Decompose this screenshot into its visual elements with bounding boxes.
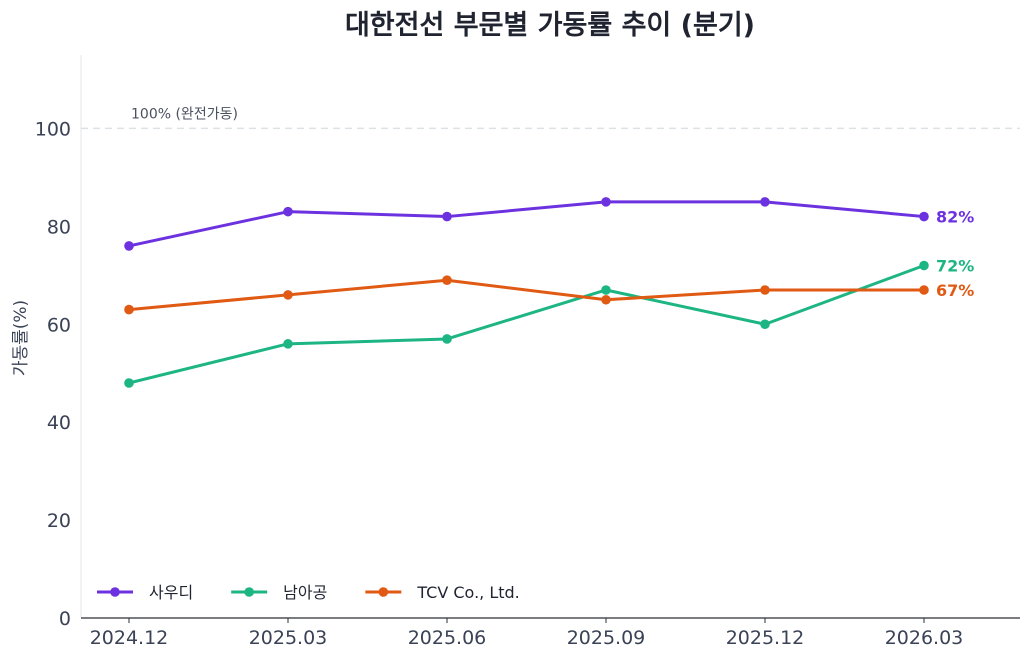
legend-label: 사우디 (149, 583, 193, 602)
legend-label: 남아공 (283, 583, 327, 602)
end-value-label: 67% (936, 281, 974, 300)
data-point (760, 197, 770, 207)
x-tick-label: 2026.03 (885, 627, 964, 649)
legend-item: 사우디 (97, 583, 193, 602)
data-point (442, 334, 452, 344)
reference-line-label: 100% (완전가동) (131, 106, 238, 122)
y-tick-label: 80 (47, 216, 71, 238)
data-point (919, 211, 929, 222)
data-point (601, 285, 611, 295)
x-tick-label: 2025.03 (249, 627, 328, 649)
data-point (601, 197, 611, 207)
x-tick-label: 2025.06 (408, 627, 487, 649)
data-point (283, 339, 293, 349)
end-value-label: 82% (936, 208, 974, 227)
legend-item: 남아공 (231, 583, 327, 602)
data-point (601, 294, 611, 305)
data-point (124, 241, 134, 251)
data-point (283, 206, 293, 217)
y-tick-label: 100 (35, 118, 71, 140)
series-group: 82% 72% 67% (124, 197, 974, 388)
y-tick-label: 60 (47, 314, 71, 336)
series-line (127, 264, 926, 385)
y-tick-labels: 0 20 40 60 80 100 (35, 118, 71, 630)
data-point (919, 260, 929, 271)
legend: 사우디 남아공 TCV Co., Ltd. (97, 583, 520, 602)
legend-label: TCV Co., Ltd. (416, 583, 519, 602)
data-point (124, 304, 134, 315)
x-tick-label: 2025.09 (567, 627, 646, 649)
legend-swatch-marker (378, 587, 389, 597)
y-tick-label: 40 (47, 412, 71, 434)
end-value-label: 72% (936, 257, 974, 276)
y-tick-label: 20 (47, 510, 71, 532)
legend-swatch-marker (110, 587, 120, 597)
series-3: 67% (124, 275, 974, 315)
data-point (760, 319, 770, 330)
data-point (442, 275, 452, 286)
x-tick-labels: 2024.12 2025.03 2025.06 2025.09 2025.12 2026.… (90, 618, 964, 649)
y-tick-label: 0 (59, 608, 71, 630)
data-point (124, 378, 134, 388)
legend-item: TCV Co., Ltd. (365, 583, 520, 602)
y-axis-label: 가동률(%) (11, 300, 31, 376)
series-line (127, 200, 926, 248)
series-2: 72% (124, 257, 974, 388)
data-point (442, 211, 452, 222)
data-point (283, 290, 293, 300)
x-tick-label: 2025.12 (726, 627, 805, 649)
series-line (127, 278, 926, 312)
series-1: 82% (124, 197, 974, 251)
data-point (919, 285, 929, 295)
chart-title: 대한전선 부문별 가동률 추이 (분기) (345, 10, 755, 41)
legend-swatch-marker (244, 587, 254, 597)
x-tick-label: 2024.12 (90, 627, 169, 649)
data-point (760, 285, 770, 295)
